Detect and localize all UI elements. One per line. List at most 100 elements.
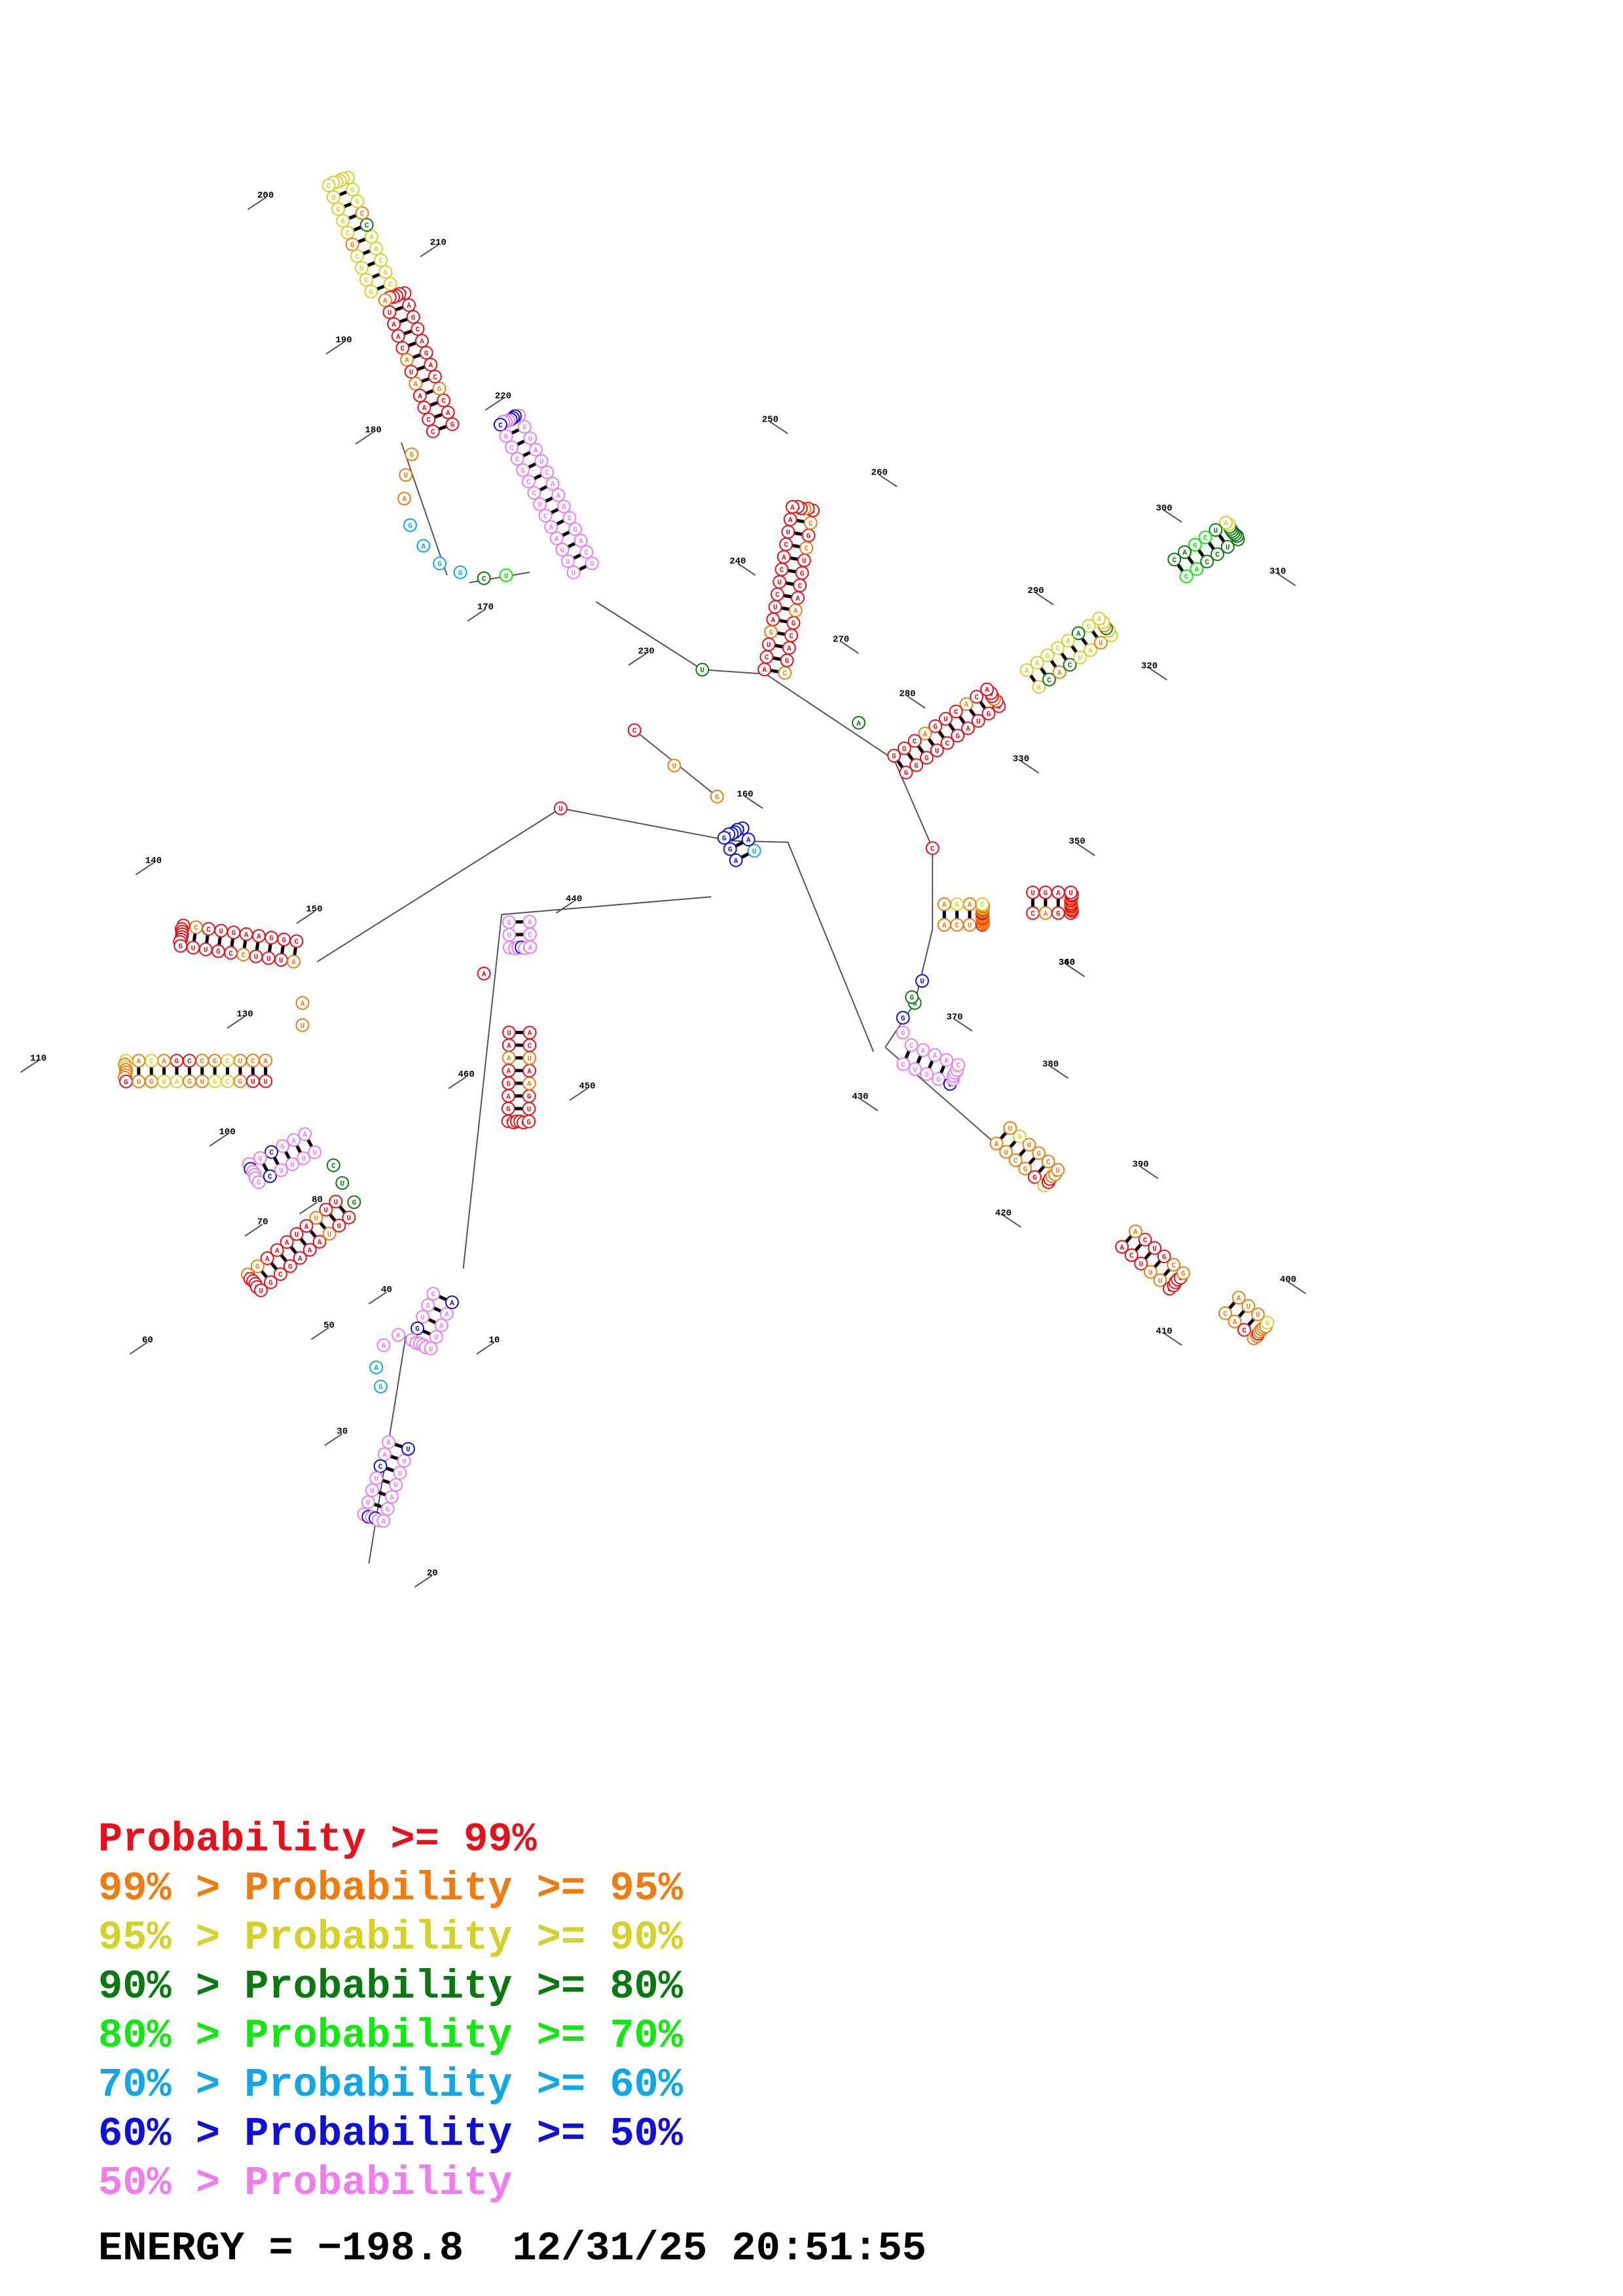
nucleotide: A: [387, 317, 401, 331]
position-label: 30: [337, 1427, 348, 1437]
nucleotide: A: [376, 1514, 391, 1528]
nucleotide: U: [335, 1175, 350, 1190]
svg-text:A: A: [964, 702, 969, 709]
nucleotide: U: [908, 1062, 922, 1076]
nucleotide: U: [962, 918, 977, 932]
svg-text:U: U: [1214, 528, 1218, 535]
svg-text:U: U: [324, 1207, 329, 1215]
nucleotide: G: [264, 1275, 278, 1289]
nucleotide: U: [502, 1025, 516, 1039]
svg-text:C: C: [194, 925, 198, 933]
nucleotide: U: [522, 1102, 536, 1116]
svg-text:C: C: [426, 417, 431, 425]
svg-text:C: C: [945, 740, 950, 748]
position-label: 150: [306, 905, 322, 915]
position-label: 50: [323, 1320, 335, 1331]
nucleotide: A: [757, 662, 772, 677]
svg-text:U: U: [1008, 1125, 1013, 1133]
nucleotide: A: [522, 1076, 536, 1090]
svg-text:G: G: [807, 533, 811, 541]
nucleotide: G: [378, 265, 393, 279]
nucleotide: C: [428, 369, 442, 384]
svg-text:A: A: [1044, 910, 1048, 918]
nucleotide: G: [173, 939, 188, 953]
nucleotide: U: [971, 713, 985, 728]
svg-text:C: C: [956, 1062, 960, 1070]
nucleotide: U: [157, 1074, 172, 1088]
nucleotide: U: [365, 1483, 379, 1498]
svg-text:U: U: [1158, 1278, 1163, 1285]
position-label: 60: [142, 1335, 153, 1346]
nucleotide: G: [786, 616, 801, 630]
legend-line-90: 95% > Probability >= 90%: [98, 1918, 683, 1958]
nucleotide: A: [1231, 1291, 1246, 1305]
svg-text:G: G: [924, 1071, 929, 1079]
svg-text:G: G: [213, 1079, 217, 1086]
svg-text:A: A: [382, 1342, 386, 1350]
nucleotide: C: [627, 723, 642, 738]
nucleotide: C: [422, 412, 436, 427]
nucleotide: G: [332, 1219, 346, 1232]
svg-text:A: A: [795, 595, 800, 603]
nucleotide: C: [976, 897, 989, 911]
nucleotide: C: [510, 452, 524, 466]
nucleotide: U: [761, 637, 776, 651]
svg-text:G: G: [728, 846, 733, 854]
nucleotide: A: [1092, 611, 1106, 626]
svg-text:A: A: [303, 1132, 308, 1139]
svg-text:A: A: [407, 302, 411, 310]
nucleotide: U: [354, 260, 369, 275]
nucleotide: G: [501, 1102, 515, 1116]
nucleotide: C: [1138, 1232, 1152, 1247]
svg-text:G: G: [124, 1079, 128, 1086]
svg-text:U: U: [507, 932, 512, 940]
svg-text:U: U: [1030, 889, 1035, 897]
svg-text:A: A: [1224, 520, 1228, 528]
nucleotide: C: [1026, 906, 1040, 920]
legend-line-95: 99% > Probability >= 95%: [98, 1869, 683, 1909]
nucleotide: C: [521, 475, 536, 489]
svg-text:C: C: [269, 1149, 274, 1157]
nucleotide: A: [928, 1048, 942, 1062]
nucleotide: A: [1052, 665, 1067, 679]
svg-text:A: A: [418, 393, 422, 401]
position-label: 320: [1141, 661, 1158, 672]
nucleotide: G: [283, 1259, 297, 1273]
svg-text:C: C: [346, 230, 350, 238]
svg-text:U: U: [259, 1287, 263, 1295]
nucleotide: C: [1051, 641, 1065, 655]
nucleotide: G: [208, 1074, 222, 1088]
svg-text:G: G: [522, 424, 527, 432]
nucleotide: A: [959, 697, 974, 711]
position-label: 10: [489, 1335, 500, 1346]
base-pairs: [124, 176, 1269, 1523]
nucleotide: A: [157, 1054, 172, 1068]
nucleotide: C: [340, 225, 355, 240]
nucleotide: U: [523, 431, 538, 446]
nucleotide: U: [404, 365, 418, 379]
svg-text:A: A: [1025, 668, 1029, 675]
svg-text:G: G: [213, 1058, 217, 1066]
svg-text:C: C: [515, 456, 520, 464]
nucleotide: A: [523, 940, 538, 954]
nucleotide: U: [261, 951, 276, 965]
position-label: 350: [1069, 836, 1085, 847]
svg-text:A: A: [746, 837, 751, 845]
position-label: 380: [1042, 1059, 1059, 1069]
nucleotide: C: [236, 948, 251, 961]
svg-text:C: C: [1171, 1262, 1176, 1270]
nucleotide: A: [1051, 885, 1065, 899]
svg-text:U: U: [786, 529, 791, 537]
svg-text:G: G: [902, 745, 907, 753]
nucleotide: C: [1218, 1306, 1232, 1320]
svg-text:A: A: [390, 1494, 394, 1502]
nucleotide: C: [426, 424, 440, 439]
svg-text:A: A: [137, 1058, 141, 1066]
nucleotide: U: [309, 1211, 323, 1225]
nucleotide: C: [1124, 1248, 1139, 1263]
svg-text:U: U: [279, 1168, 283, 1175]
svg-text:A: A: [291, 959, 296, 967]
svg-text:G: G: [722, 835, 727, 843]
svg-text:C: C: [1223, 1310, 1228, 1318]
nucleotide: U: [555, 543, 570, 557]
